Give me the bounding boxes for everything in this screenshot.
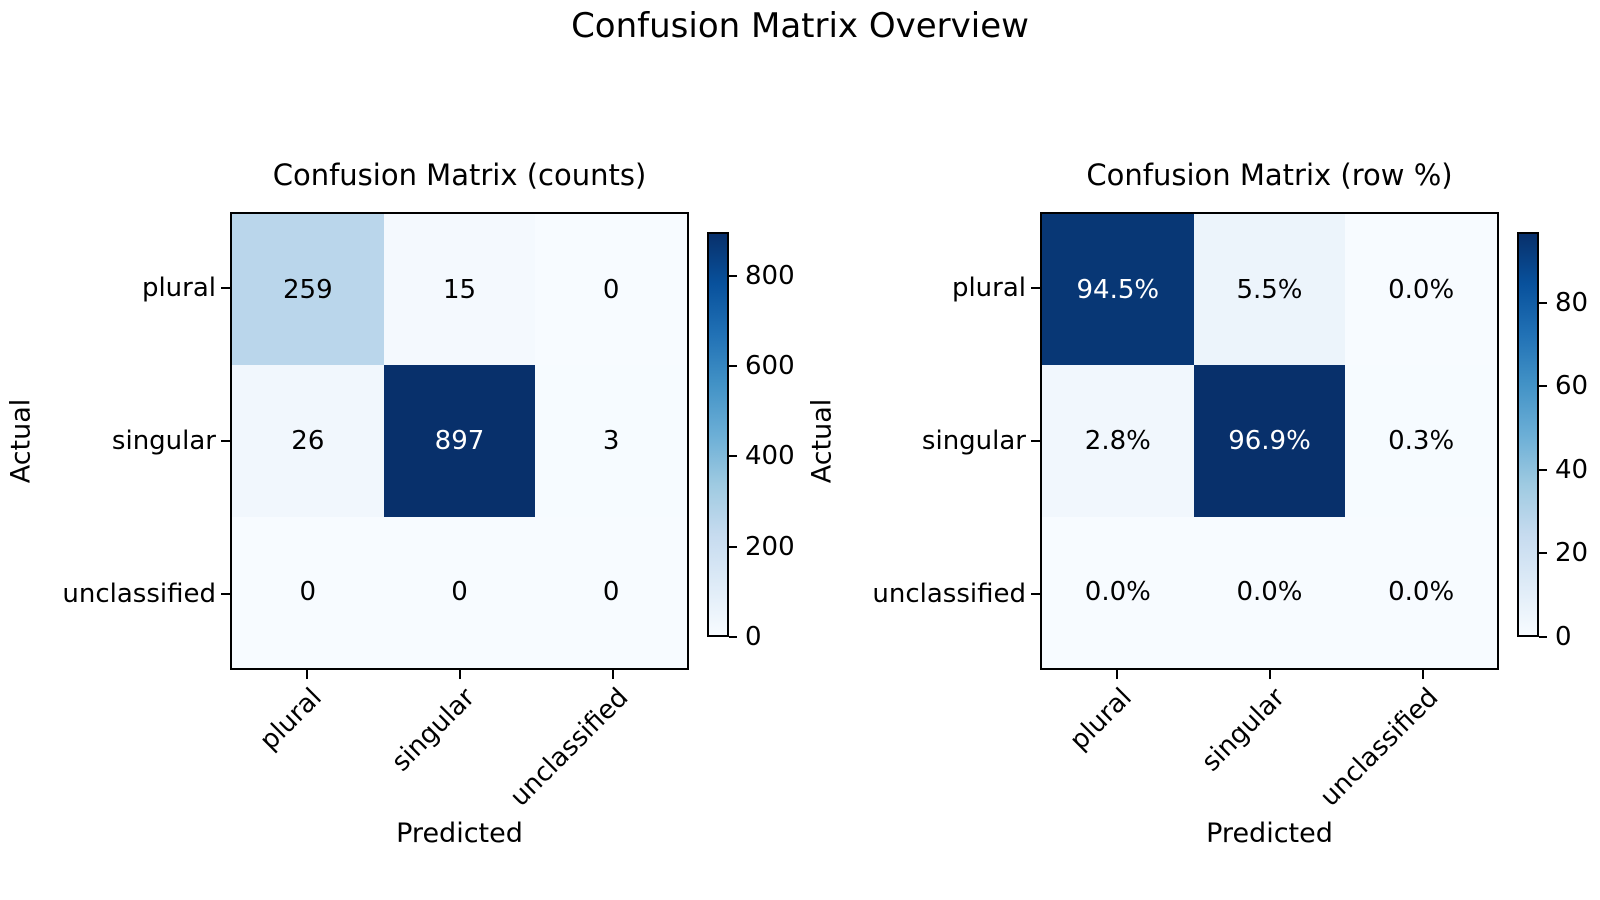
- heatmap-cell: 0.0%: [1345, 516, 1497, 668]
- colorbar-tick-label: 800: [745, 260, 795, 291]
- colorbar-tick-label: 0: [1555, 622, 1572, 652]
- colorbar-tick-mark: [729, 365, 737, 368]
- cell-value: 0.0%: [1236, 577, 1303, 608]
- cell-value: 15: [442, 274, 477, 305]
- cell-value: 0: [602, 577, 620, 608]
- heatmap-cell: 0.0%: [1193, 516, 1346, 668]
- y-tick-mark: [1031, 592, 1040, 595]
- colorbar-rowpct: [1517, 232, 1539, 637]
- heatmap-cell: 96.9%: [1193, 365, 1346, 517]
- y-tick-label: unclassified: [872, 578, 1026, 609]
- heatmap-cell: 0: [535, 516, 687, 668]
- x-tick-mark: [1268, 670, 1271, 679]
- cell-value: 94.5%: [1076, 274, 1160, 305]
- x-tick-mark: [305, 670, 308, 679]
- heatmap-cell: 3: [535, 365, 687, 517]
- heatmap-cell: 259: [232, 214, 384, 366]
- axes-title-counts: Confusion Matrix (counts): [272, 158, 647, 192]
- heatmap-cell: 897: [383, 365, 536, 517]
- heatmap-cell: 94.5%: [1042, 214, 1194, 366]
- cell-value: 26: [291, 425, 325, 456]
- colorbar-counts: [707, 232, 729, 637]
- y-tick-mark: [221, 440, 230, 442]
- cell-value: 96.9%: [1228, 425, 1311, 456]
- x-tick-mark: [458, 670, 461, 679]
- heatmap-cell: 26: [232, 365, 384, 517]
- heatmap-cell: 0.0%: [1042, 516, 1194, 668]
- x-tick-mark: [1115, 670, 1118, 679]
- heatmap-cell: 0: [535, 214, 687, 366]
- cell-value: 5.5%: [1236, 274, 1303, 305]
- y-tick-mark: [221, 287, 230, 290]
- cell-value: 0: [451, 577, 468, 608]
- axes-title-rowpct: Confusion Matrix (row %): [1086, 158, 1453, 192]
- heatmap-rowpct: 94.5% 5.5% 0.0% 2.8% 96.9% 0.3% 0.0% 0.0% 0.0%: [1040, 212, 1499, 670]
- cell-value: 259: [283, 274, 333, 305]
- colorbar-tick-label: 400: [745, 441, 795, 472]
- cell-value: 0: [299, 577, 317, 608]
- cell-value: 0.0%: [1388, 274, 1455, 305]
- colorbar-tick-label: 60: [1555, 371, 1589, 402]
- y-tick-label: singular: [921, 426, 1026, 456]
- heatmap-cell: 5.5%: [1193, 214, 1346, 366]
- figure-title: Confusion Matrix Overview: [571, 6, 1029, 46]
- y-tick-mark: [221, 592, 230, 595]
- y-axis-label-rowpct: Actual: [806, 398, 838, 484]
- heatmap-cell: 2.8%: [1042, 365, 1194, 517]
- y-tick-label: unclassified: [62, 578, 216, 609]
- x-tick-label: singular: [386, 682, 482, 778]
- cell-value: 0.0%: [1388, 577, 1455, 608]
- x-tick-mark: [1421, 670, 1424, 679]
- y-tick-label: plural: [951, 273, 1026, 304]
- colorbar-tick-mark: [729, 636, 737, 638]
- colorbar-tick-label: 0: [745, 622, 762, 652]
- cell-value: 0.3%: [1388, 425, 1455, 456]
- x-axis-label-rowpct: Predicted: [1206, 818, 1333, 849]
- cell-value: 0.0%: [1084, 577, 1151, 608]
- x-tick-label: plural: [1064, 682, 1139, 757]
- colorbar-tick-mark: [1539, 385, 1547, 388]
- colorbar-tick-mark: [1539, 468, 1547, 471]
- colorbar-tick-label: 80: [1555, 287, 1589, 318]
- heatmap-cell: 15: [383, 214, 536, 366]
- y-tick-mark: [1031, 287, 1040, 290]
- colorbar-tick-mark: [729, 455, 737, 458]
- heatmap-cell: 0.0%: [1345, 214, 1497, 366]
- heatmap-cell: 0: [232, 516, 384, 668]
- heatmap-cell: 0.3%: [1345, 365, 1497, 517]
- y-axis-label-counts: Actual: [5, 398, 37, 484]
- colorbar-tick-mark: [1539, 552, 1547, 555]
- cell-value: 897: [434, 425, 485, 456]
- heatmap-cell: 0: [383, 516, 536, 668]
- colorbar-tick-label: 40: [1555, 454, 1589, 485]
- colorbar-tick-mark: [729, 545, 737, 548]
- x-axis-label-counts: Predicted: [396, 818, 523, 849]
- x-tick-label: plural: [254, 682, 329, 757]
- x-tick-label: unclassified: [504, 682, 635, 813]
- x-tick-label: singular: [1196, 682, 1292, 778]
- colorbar-tick-mark: [729, 274, 737, 277]
- colorbar-tick-mark: [1539, 301, 1547, 304]
- cell-value: 0: [602, 274, 620, 305]
- colorbar-tick-label: 200: [745, 531, 795, 562]
- colorbar-tick-label: 20: [1555, 538, 1589, 569]
- cell-value: 2.8%: [1084, 425, 1151, 456]
- heatmap-counts: 259 15 0 26 897 3 0 0 0: [230, 212, 689, 670]
- x-tick-mark: [611, 670, 614, 679]
- y-tick-label: plural: [141, 273, 216, 304]
- x-tick-label: unclassified: [1314, 682, 1445, 813]
- colorbar-tick-label: 600: [745, 351, 795, 382]
- colorbar-tick-mark: [1539, 636, 1547, 638]
- y-tick-mark: [1031, 440, 1040, 442]
- cell-value: 3: [602, 425, 620, 456]
